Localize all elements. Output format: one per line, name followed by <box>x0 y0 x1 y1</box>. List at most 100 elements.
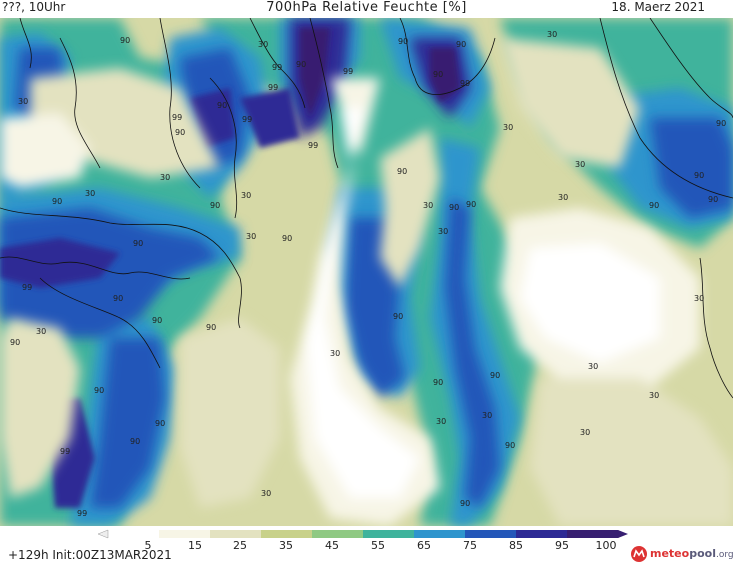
contour-label: 30 <box>438 227 448 236</box>
colorbar-label: 15 <box>188 539 202 552</box>
logo-text-part2: pool <box>689 547 716 560</box>
contour-label: 30 <box>423 201 433 210</box>
contour-label: 90 <box>490 371 500 380</box>
humidity-map: 30 90 99 90 99 90 99 90 99 99 90 99 90 3… <box>0 18 733 526</box>
colorbar-label: 5 <box>144 539 152 552</box>
contour-label: 30 <box>588 362 598 371</box>
contour-label: 90 <box>466 200 476 209</box>
contour-label: 30 <box>482 411 492 420</box>
contour-label: 90 <box>460 499 470 508</box>
contour-labels: 30 90 99 90 99 90 99 90 99 99 90 99 90 3… <box>10 30 726 518</box>
map-title: 700hPa Relative Feuchte [%] <box>266 0 467 15</box>
colorbar-label: 25 <box>233 539 247 552</box>
colorbar-label: 55 <box>371 539 385 552</box>
contour-label: 30 <box>160 173 170 182</box>
colorbar-swatch <box>210 530 262 538</box>
colorbar-label: 85 <box>509 539 523 552</box>
contour-label: 99 <box>22 283 32 292</box>
forecast-init-info: +129h Init:00Z13MAR2021 <box>8 548 172 562</box>
contour-label: 90 <box>206 323 216 332</box>
contour-label: 90 <box>449 203 459 212</box>
colorbar-high-arrow <box>618 530 628 538</box>
contour-label: 99 <box>60 447 70 456</box>
contour-label: 30 <box>547 30 557 39</box>
contour-label: 30 <box>258 40 268 49</box>
colorbar-label: 35 <box>279 539 293 552</box>
contour-label: 30 <box>436 417 446 426</box>
contour-label: 90 <box>120 36 130 45</box>
colorbar-label: 45 <box>325 539 339 552</box>
contour-label: 90 <box>456 40 466 49</box>
contour-label: 30 <box>36 327 46 336</box>
colorbar-area: 5 15 25 35 45 55 65 75 85 95 100 <box>0 526 733 566</box>
logo-text-suffix: .org <box>715 550 733 560</box>
contour-label: 90 <box>52 197 62 206</box>
colorbar-swatch <box>261 530 313 538</box>
colorbar-label: 100 <box>595 539 617 552</box>
contour-label: 90 <box>433 70 443 79</box>
logo-text-part1: meteo <box>650 547 690 560</box>
contour-label: 90 <box>505 441 515 450</box>
contour-label: 90 <box>708 195 718 204</box>
contour-label: 90 <box>10 338 20 347</box>
colorbar-swatch <box>312 530 364 538</box>
contour-label: 99 <box>460 79 470 88</box>
contour-label: 90 <box>296 60 306 69</box>
contour-label: 30 <box>558 193 568 202</box>
meteopool-logo-text: meteopool.org <box>650 547 733 560</box>
contour-label: 90 <box>155 419 165 428</box>
colorbar-swatch <box>159 530 211 538</box>
colorbar <box>97 529 628 539</box>
colorbar-swatch <box>516 530 568 538</box>
contour-label: 90 <box>398 37 408 46</box>
contour-label: 30 <box>241 191 251 200</box>
meteopool-logo[interactable]: meteopool.org <box>630 545 733 565</box>
contour-label: 30 <box>246 232 256 241</box>
colorbar-low-arrow <box>97 529 109 539</box>
humidity-bands <box>0 18 733 526</box>
contour-label: 90 <box>649 201 659 210</box>
contour-label: 99 <box>242 115 252 124</box>
contour-label: 30 <box>649 391 659 400</box>
colorbar-swatches <box>108 530 619 538</box>
contour-label: 30 <box>330 349 340 358</box>
contour-label: 99 <box>343 67 353 76</box>
contour-label: 90 <box>433 378 443 387</box>
contour-label: 90 <box>113 294 123 303</box>
contour-label: 30 <box>575 160 585 169</box>
colorbar-swatch <box>363 530 415 538</box>
contour-label: 90 <box>217 101 227 110</box>
colorbar-swatch <box>465 530 517 538</box>
contour-label: 30 <box>503 123 513 132</box>
contour-label: 90 <box>175 128 185 137</box>
forecast-date: 18. Maerz 2021 <box>611 0 705 14</box>
contour-label: 30 <box>694 294 704 303</box>
contour-label: 90 <box>694 171 704 180</box>
contour-label: 90 <box>133 239 143 248</box>
header-bar: ???, 10Uhr 700hPa Relative Feuchte [%] 1… <box>0 0 733 18</box>
contour-label: 99 <box>268 83 278 92</box>
forecast-day-time: ???, 10Uhr <box>2 0 66 14</box>
contour-label: 30 <box>580 428 590 437</box>
contour-label: 90 <box>210 201 220 210</box>
contour-label: 90 <box>716 119 726 128</box>
contour-label: 90 <box>282 234 292 243</box>
meteopool-logo-icon <box>631 546 647 562</box>
contour-label: 30 <box>261 489 271 498</box>
colorbar-swatch <box>567 530 619 538</box>
colorbar-label: 65 <box>417 539 431 552</box>
contour-label: 30 <box>85 189 95 198</box>
contour-label: 90 <box>397 167 407 176</box>
contour-label: 99 <box>308 141 318 150</box>
contour-label: 90 <box>94 386 104 395</box>
contour-label: 90 <box>152 316 162 325</box>
contour-label: 30 <box>18 97 28 106</box>
contour-label: 90 <box>393 312 403 321</box>
contour-label: 99 <box>77 509 87 518</box>
contour-label: 99 <box>172 113 182 122</box>
colorbar-swatch <box>414 530 466 538</box>
coastlines <box>0 18 733 399</box>
colorbar-label: 95 <box>555 539 569 552</box>
contour-label: 99 <box>272 63 282 72</box>
